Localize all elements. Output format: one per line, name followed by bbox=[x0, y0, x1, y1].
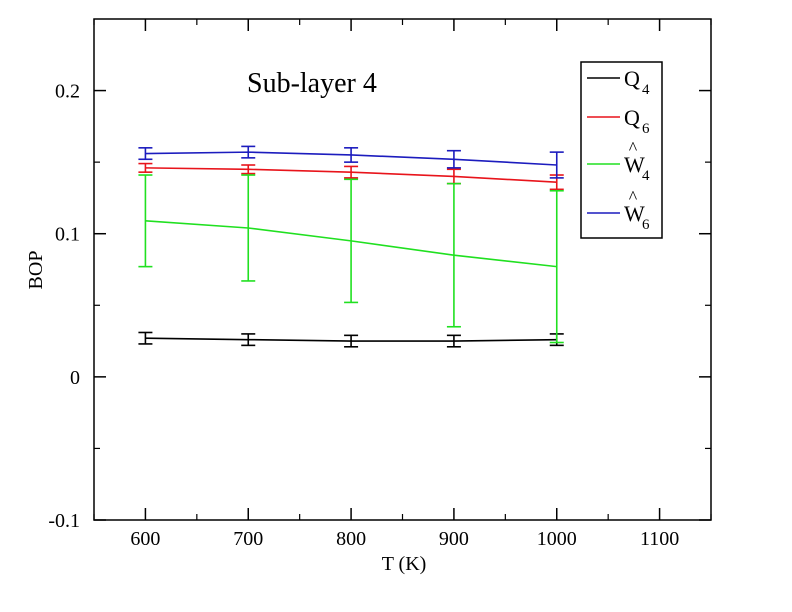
x-tick-label: 1100 bbox=[640, 528, 679, 550]
series-q4 bbox=[138, 331, 564, 348]
x-tick-label: 600 bbox=[130, 528, 160, 550]
series-w6 bbox=[138, 145, 564, 179]
legend: Q 4Q 6^W4^W6 bbox=[580, 61, 663, 239]
x-tick-label: 700 bbox=[233, 528, 263, 550]
x-tick-label: 1000 bbox=[537, 528, 577, 550]
legend-subscript: 6 bbox=[642, 121, 650, 137]
x-tick-label: 900 bbox=[439, 528, 469, 550]
legend-item: ^W6 bbox=[587, 187, 650, 233]
legend-box bbox=[580, 61, 663, 239]
legend-hat: ^ bbox=[629, 187, 638, 207]
chart-annotation: Sub-layer 4 bbox=[247, 68, 377, 99]
y-axis-label: BOP bbox=[25, 251, 47, 290]
legend-hat: ^ bbox=[629, 138, 638, 158]
x-tick-label: 800 bbox=[336, 528, 366, 550]
legend-subscript: 4 bbox=[642, 168, 650, 184]
legend-subscript: 6 bbox=[642, 217, 650, 233]
series-w4 bbox=[138, 174, 564, 344]
axis-ticks: 600 700 800 900 1000 1100 -0.1 0 0.1 0.2 bbox=[48, 19, 712, 550]
legend-subscript: 4 bbox=[642, 82, 650, 98]
series-q6 bbox=[138, 162, 564, 191]
legend-item: ^W4 bbox=[587, 138, 650, 184]
legend-label: Q bbox=[624, 105, 640, 130]
y-tick-label: 0 bbox=[70, 367, 80, 389]
legend-label: Q bbox=[624, 66, 640, 91]
y-tick-label: -0.1 bbox=[48, 510, 80, 532]
series-layer bbox=[138, 145, 564, 348]
y-tick-label: 0.1 bbox=[55, 224, 80, 246]
x-axis-label: T (K) bbox=[382, 553, 427, 575]
legend-label: W bbox=[624, 152, 645, 177]
y-tick-label: 0.2 bbox=[55, 81, 80, 103]
legend-label: W bbox=[624, 201, 645, 226]
